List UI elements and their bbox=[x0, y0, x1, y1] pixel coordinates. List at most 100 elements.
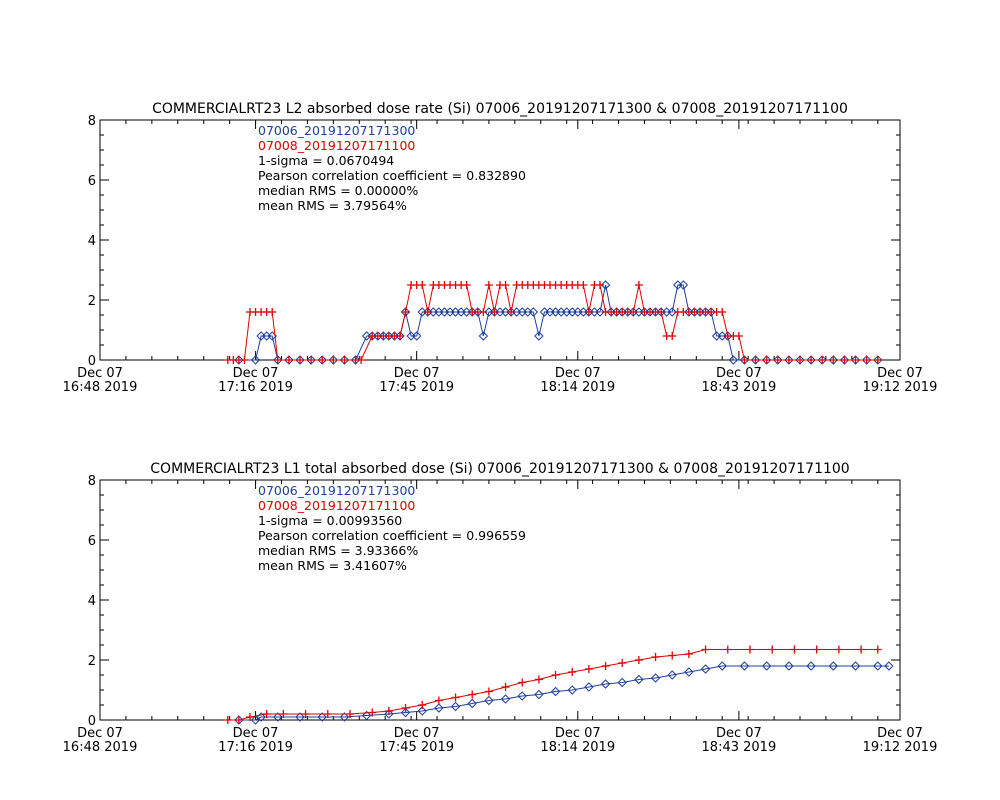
x-tick-label-time: 17:45 2019 bbox=[379, 380, 454, 395]
x-tick-label-time: 17:45 2019 bbox=[379, 740, 454, 755]
data-point bbox=[651, 653, 660, 661]
data-point bbox=[329, 356, 338, 364]
y-tick-label: 4 bbox=[88, 234, 96, 249]
data-point bbox=[678, 280, 689, 290]
x-tick-label-date: Dec 07 bbox=[555, 366, 601, 381]
data-point bbox=[617, 677, 627, 688]
stat-annotation: mean RMS = 3.41607% bbox=[258, 558, 407, 573]
stat-annotation: Pearson correlation coefficient = 0.9965… bbox=[258, 528, 526, 543]
data-point bbox=[301, 710, 310, 718]
data-point bbox=[728, 355, 739, 365]
data-point bbox=[467, 698, 477, 709]
x-tick-label-time: 19:12 2019 bbox=[863, 740, 938, 755]
data-point bbox=[784, 661, 794, 671]
y-tick-label: 2 bbox=[88, 654, 96, 669]
series-line bbox=[227, 284, 878, 361]
data-point bbox=[500, 694, 511, 704]
plot-frame bbox=[99, 119, 901, 361]
data-point bbox=[746, 645, 754, 654]
data-point bbox=[273, 712, 283, 722]
data-point bbox=[701, 645, 710, 654]
data-point bbox=[596, 281, 604, 289]
stat-annotation: 1-sigma = 0.0670494 bbox=[258, 153, 394, 168]
series-2 bbox=[223, 281, 882, 364]
data-point bbox=[401, 704, 410, 712]
data-point bbox=[518, 678, 527, 687]
data-point bbox=[584, 665, 593, 673]
x-tick-label-time: 17:16 2019 bbox=[218, 740, 293, 755]
data-point bbox=[850, 661, 861, 671]
data-point bbox=[862, 356, 871, 364]
data-point bbox=[501, 281, 510, 289]
data-point bbox=[667, 307, 677, 317]
x-tick-label-time: 18:14 2019 bbox=[540, 740, 615, 755]
data-point bbox=[450, 701, 461, 712]
data-point bbox=[368, 708, 377, 717]
x-tick-label-date: Dec 07 bbox=[233, 726, 279, 741]
data-point bbox=[739, 661, 750, 671]
data-point bbox=[490, 308, 499, 316]
data-point bbox=[223, 716, 232, 724]
stat-annotation: Pearson correlation coefficient = 0.8328… bbox=[258, 168, 526, 183]
data-point bbox=[601, 662, 610, 670]
data-point bbox=[629, 308, 638, 316]
x-tick-label-date: Dec 07 bbox=[77, 366, 123, 381]
x-tick-label-date: Dec 07 bbox=[233, 366, 279, 381]
data-point bbox=[517, 691, 527, 701]
data-point bbox=[534, 331, 544, 341]
legend-entry: 07006_20191207171300 bbox=[258, 483, 415, 498]
data-point bbox=[684, 667, 694, 677]
data-point bbox=[595, 307, 605, 317]
data-point bbox=[717, 661, 727, 671]
data-point bbox=[684, 650, 693, 658]
data-point bbox=[584, 308, 593, 316]
x-tick-label-date: Dec 07 bbox=[394, 366, 440, 381]
data-point bbox=[268, 308, 277, 316]
y-tick-label: 0 bbox=[88, 714, 96, 729]
y-tick-label: 0 bbox=[88, 354, 96, 369]
series-1 bbox=[234, 661, 894, 725]
data-point bbox=[818, 356, 827, 364]
x-tick-label-time: 19:12 2019 bbox=[863, 380, 938, 395]
data-point bbox=[250, 355, 261, 365]
data-point bbox=[528, 307, 539, 317]
data-point bbox=[828, 661, 839, 671]
plot-frame bbox=[99, 479, 901, 721]
chart-title: COMMERCIALRT23 L2 absorbed dose rate (Si… bbox=[152, 101, 848, 117]
x-tick-label-date: Dec 07 bbox=[555, 726, 601, 741]
data-point bbox=[346, 710, 354, 718]
series-1 bbox=[234, 280, 883, 365]
x-tick-label-time: 16:48 2019 bbox=[63, 740, 138, 755]
stat-annotation: mean RMS = 3.79564% bbox=[258, 198, 407, 213]
series-line bbox=[227, 649, 878, 721]
x-tick-label-date: Dec 07 bbox=[877, 366, 923, 381]
data-point bbox=[600, 280, 611, 290]
data-point bbox=[273, 356, 282, 364]
x-tick-label-time: 18:43 2019 bbox=[702, 380, 777, 395]
data-point bbox=[700, 664, 711, 674]
x-tick-label-time: 17:16 2019 bbox=[218, 380, 293, 395]
data-point bbox=[761, 661, 772, 671]
data-point bbox=[812, 645, 821, 654]
data-point bbox=[784, 356, 793, 364]
stat-annotation: median RMS = 3.93366% bbox=[258, 543, 418, 558]
data-point bbox=[317, 712, 327, 722]
y-tick-label: 8 bbox=[88, 474, 96, 489]
data-point bbox=[478, 331, 489, 341]
data-point bbox=[668, 332, 677, 340]
series-line bbox=[238, 284, 878, 361]
data-point bbox=[657, 308, 666, 316]
data-point bbox=[279, 710, 288, 718]
data-point bbox=[584, 682, 594, 692]
data-point bbox=[723, 645, 732, 654]
data-point bbox=[807, 356, 816, 364]
data-point bbox=[851, 356, 860, 364]
stat-annotation: 1-sigma = 0.00993560 bbox=[258, 513, 402, 528]
data-point bbox=[284, 356, 293, 364]
data-point bbox=[384, 707, 393, 715]
data-point bbox=[668, 651, 677, 660]
data-point bbox=[550, 686, 561, 697]
data-point bbox=[396, 332, 404, 340]
y-tick-label: 6 bbox=[88, 174, 96, 189]
data-point bbox=[262, 710, 271, 718]
